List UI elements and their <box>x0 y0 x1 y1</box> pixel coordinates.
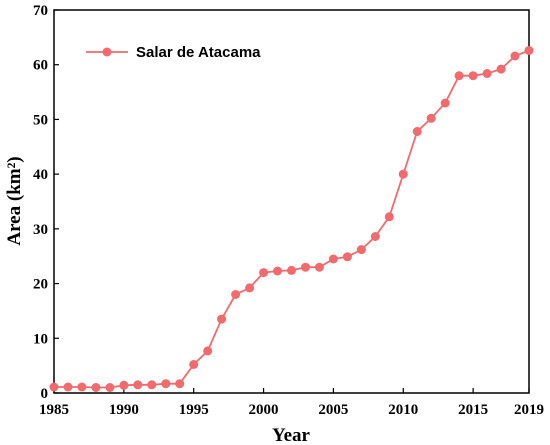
series-line-salar-de-atacama <box>54 49 530 389</box>
data-point <box>468 71 478 81</box>
x-tick-label: 2015 <box>458 402 488 418</box>
data-point <box>175 379 185 389</box>
data-point <box>273 266 282 276</box>
data-point <box>412 127 422 136</box>
data-point <box>245 283 255 293</box>
y-tick-label: 70 <box>33 3 48 19</box>
y-tick-label: 50 <box>33 112 48 128</box>
data-point <box>77 382 87 392</box>
data-point <box>356 245 366 255</box>
x-tick-label: 1995 <box>179 402 209 418</box>
x-axis: 1985 1990 1995 2000 2005 2010 2015 2019 <box>39 388 544 418</box>
data-point <box>259 268 269 278</box>
data-point <box>105 383 115 392</box>
data-point <box>496 64 506 74</box>
data-point <box>91 383 101 392</box>
x-tick-label: 1985 <box>39 402 69 418</box>
data-point <box>342 252 352 262</box>
data-point <box>370 232 380 241</box>
data-point <box>314 262 324 272</box>
data-point <box>524 46 534 55</box>
data-point <box>482 69 492 78</box>
data-point <box>231 290 241 299</box>
data-point <box>440 98 450 108</box>
y-tick-label: 40 <box>33 167 48 183</box>
plot-frame <box>53 9 530 394</box>
y-axis: 0 10 20 30 40 50 60 70 <box>33 3 59 402</box>
legend: Salar de Atacama <box>86 44 261 61</box>
legend-label: Salar de Atacama <box>136 44 261 61</box>
data-point <box>454 71 464 81</box>
data-point <box>398 169 408 179</box>
y-tick-label: 10 <box>33 331 48 347</box>
x-tick-label: 2000 <box>249 402 279 418</box>
data-point <box>147 380 157 390</box>
data-point <box>49 382 59 392</box>
data-point <box>217 314 227 324</box>
y-axis-title: Area (km²) <box>4 156 25 245</box>
data-point <box>203 346 213 356</box>
x-axis-title: Year <box>272 425 311 445</box>
x-tick-label: 2019 <box>514 402 544 418</box>
data-point <box>119 380 129 390</box>
data-point <box>161 379 171 389</box>
y-tick-label: 30 <box>33 222 48 238</box>
y-tick-label: 60 <box>33 58 48 74</box>
x-tick-label: 2005 <box>318 402 348 418</box>
data-point <box>426 113 436 123</box>
x-tick-label: 1990 <box>109 402 139 418</box>
data-point <box>328 254 338 264</box>
data-point <box>384 212 394 222</box>
data-point <box>133 380 143 390</box>
data-point <box>510 51 520 61</box>
data-point <box>63 382 73 392</box>
series-points <box>49 46 534 392</box>
y-tick-label: 20 <box>33 277 48 293</box>
data-point <box>301 262 310 272</box>
data-point <box>189 360 199 369</box>
data-point <box>287 265 296 275</box>
y-tick-label: 0 <box>41 386 49 402</box>
legend-marker-swatch <box>102 47 112 57</box>
x-tick-label: 2010 <box>388 402 418 418</box>
